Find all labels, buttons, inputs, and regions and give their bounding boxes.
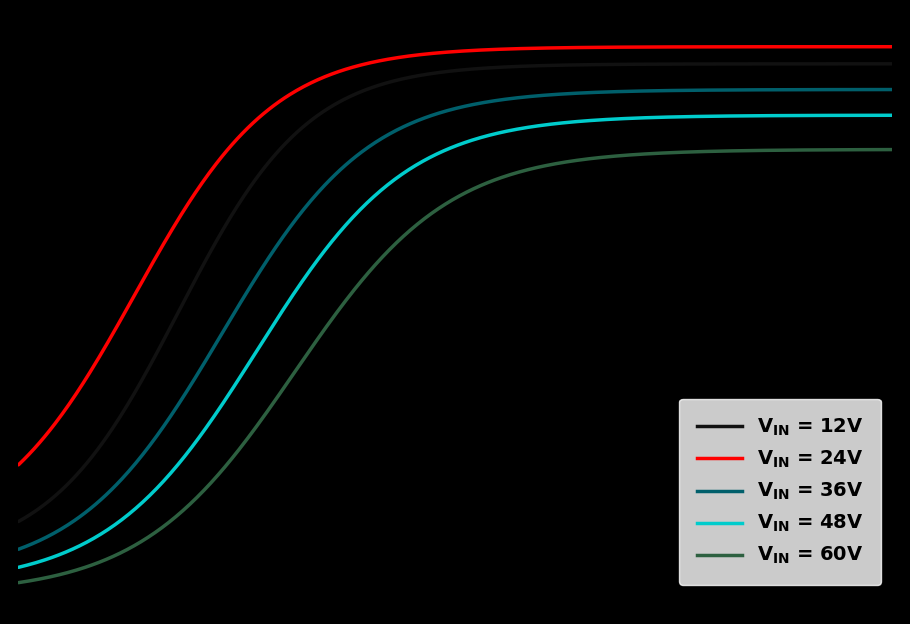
Legend: $\mathdefault{V_{IN}}$ = 12V, $\mathdefault{V_{IN}}$ = 24V, $\mathdefault{V_{IN}: $\mathdefault{V_{IN}}$ = 12V, $\mathdefa… bbox=[679, 399, 881, 585]
